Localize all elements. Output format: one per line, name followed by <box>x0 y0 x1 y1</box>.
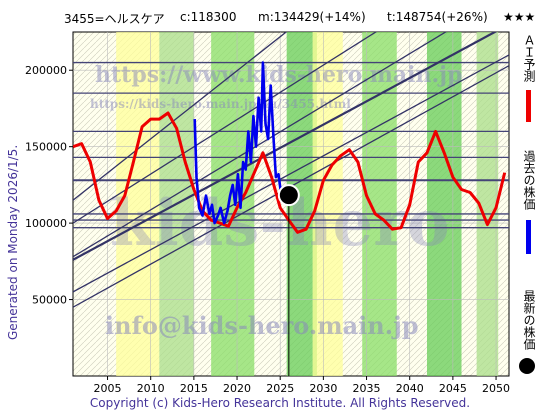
header-target: t:148754(+26%) <box>387 10 488 24</box>
x-tick-label-2045: 2045 <box>439 382 467 395</box>
trend-line-1 <box>73 54 509 293</box>
band-5 <box>362 32 397 376</box>
x-tick-label-2025: 2025 <box>266 382 294 395</box>
y-tick-label-50000: 50000 <box>32 294 67 307</box>
x-tick-label-2015: 2015 <box>180 382 208 395</box>
x-tick-label-2035: 2035 <box>353 382 381 395</box>
legend-ai-forecast-label: ＡＩ予測 <box>522 34 536 82</box>
legend-past-price-swatch <box>526 220 531 254</box>
watermark-url-mid: https://kids-hero.main.jp/au/3455.html <box>90 97 351 111</box>
latest-price-marker <box>277 184 300 207</box>
band-7 <box>476 32 499 376</box>
watermark-url-top: https://www.kids-hero.main.jp <box>95 62 462 88</box>
x-tick-label-2030: 2030 <box>309 382 337 395</box>
header-median: m:134429(+14%) <box>258 10 366 24</box>
trend-line-4 <box>73 32 377 224</box>
watermark-email: info@kids-hero.main.jp <box>105 311 419 340</box>
past-price-line <box>193 61 287 225</box>
header-stars: ★★★ <box>503 10 536 24</box>
y-tick-label-150000: 150000 <box>25 141 67 154</box>
x-axis-ticks: 2005 2010 2015 2020 2025 2030 2035 2040 2045 2050 <box>94 376 510 395</box>
x-tick-label-2040: 2040 <box>396 382 424 395</box>
band-0 <box>116 32 160 376</box>
x-tick-label-2020: 2020 <box>223 382 251 395</box>
copyright-text: Copyright (c) Kids-Hero Research Institu… <box>89 396 471 410</box>
y-axis-ticks: 50000 100000 150000 200000 <box>25 64 73 307</box>
x-tick-label-2050: 2050 <box>482 382 510 395</box>
x-tick-label-2010: 2010 <box>137 382 165 395</box>
trend-line-2 <box>73 32 498 261</box>
legend-latest-price-label: 最新の株価 <box>522 290 536 350</box>
trend-line-3 <box>73 32 447 258</box>
horizontal-levels <box>73 61 509 229</box>
generated-date-label: Generated on Monday 2026/1/5. <box>6 144 20 340</box>
legend-past-price-label: 過去の株価 <box>522 150 536 210</box>
legend-latest-price-dot <box>519 358 535 374</box>
band-6 <box>426 32 462 376</box>
trend-line-5 <box>73 32 288 201</box>
y-tick-label-200000: 200000 <box>25 64 67 77</box>
x-tick-label-2005: 2005 <box>94 382 122 395</box>
header-code-name: 3455=ヘルスケア <box>64 12 165 26</box>
legend-ai-forecast-swatch <box>526 90 531 122</box>
header-close: c:118300 <box>180 10 237 24</box>
band-2 <box>211 32 255 376</box>
y-tick-label-100000: 100000 <box>25 217 67 230</box>
